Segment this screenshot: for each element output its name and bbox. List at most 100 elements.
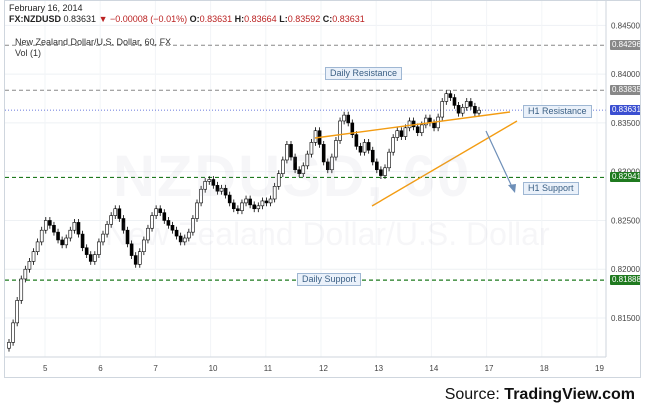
candle-body — [43, 220, 48, 231]
candle-body — [415, 126, 420, 133]
candle-body — [64, 237, 69, 246]
x-tick-label: 13 — [374, 364, 383, 373]
candle-body — [391, 137, 395, 153]
candle-body — [227, 194, 232, 204]
price-change: −0.00008 (−0.01%) — [110, 14, 188, 24]
candle-body — [142, 239, 146, 252]
candle-body — [93, 254, 97, 262]
source-brand: TradingView.com — [504, 386, 635, 403]
daily-resistance-label[interactable]: Daily Resistance — [325, 67, 403, 80]
volume-indicator-label[interactable]: Vol (1) — [15, 48, 42, 58]
upper-trendline[interactable] — [314, 111, 511, 139]
candle-body — [101, 233, 105, 243]
y-axis-ticks: 0.84500 0.84000 0.83500 0.83000 0.82500 0.820… — [611, 21, 640, 323]
candle-body — [264, 200, 269, 204]
candle-body — [407, 120, 412, 129]
candle-body — [76, 222, 81, 235]
x-tick-label: 12 — [319, 364, 328, 373]
candle-body — [162, 212, 167, 221]
candle-body — [117, 208, 122, 219]
candle-body — [460, 107, 465, 114]
candle-body — [305, 153, 310, 167]
candle-body — [354, 134, 359, 147]
price-chart[interactable]: 0.84500 0.84000 0.83500 0.83000 0.82500 0.820… — [5, 1, 641, 378]
candle-body — [170, 225, 175, 231]
candle-body — [137, 251, 142, 265]
candle-body — [272, 186, 277, 200]
y-tick-label: 0.83000 — [611, 168, 640, 177]
x-tick-label: 18 — [540, 364, 549, 373]
candle-body — [23, 268, 28, 280]
chart-area[interactable]: 0.84500 0.84000 0.83500 0.83000 0.82500 0.820… — [4, 0, 641, 378]
source-prefix: Source: — [444, 386, 505, 403]
candle-body — [31, 251, 36, 262]
daily-support-label[interactable]: Daily Support — [297, 273, 362, 286]
candle-body — [15, 300, 19, 324]
candle-body — [379, 169, 383, 176]
candle-body — [477, 109, 481, 114]
x-tick-label: 10 — [209, 364, 218, 373]
candle-body — [109, 215, 113, 225]
candle-body — [375, 161, 379, 171]
candle-body — [154, 208, 158, 216]
candle-body — [19, 278, 24, 301]
lower-trendline[interactable] — [371, 120, 518, 207]
candle-body — [39, 229, 44, 243]
candle-body — [191, 218, 195, 233]
candle-body — [223, 187, 228, 196]
candle-body — [313, 130, 318, 143]
candle-body — [456, 105, 461, 114]
candle-body — [370, 149, 375, 163]
candle-body — [207, 179, 212, 182]
candle-body — [105, 224, 109, 235]
candle-body — [424, 117, 428, 126]
price-tag-label: 0.83631 — [610, 105, 641, 116]
candle-body — [366, 142, 371, 151]
candle-body — [452, 97, 457, 106]
candle-body — [256, 205, 261, 210]
y-tick-label: 0.84000 — [611, 70, 640, 79]
forecast-arrow-line[interactable] — [485, 130, 514, 190]
y-tick-label: 0.82500 — [611, 216, 640, 225]
candle-body — [52, 225, 56, 233]
candle-body — [121, 218, 126, 231]
trendlines — [314, 111, 518, 207]
candle-body — [342, 114, 346, 122]
x-tick-label: 14 — [429, 364, 438, 373]
candlestick-series — [7, 90, 481, 352]
candle-body — [334, 140, 338, 158]
candle-body — [260, 200, 265, 207]
candle-body — [48, 220, 52, 226]
source-credit: Source: TradingView.com — [445, 386, 635, 404]
low-value: 0.83592 — [287, 14, 321, 24]
open-value: 0.83631 — [199, 14, 233, 24]
candle-body — [276, 173, 281, 187]
candle-body — [330, 156, 334, 171]
candle-body — [236, 208, 240, 211]
x-tick-label: 7 — [153, 364, 158, 373]
symbol-name[interactable]: FX:NZDUSD — [9, 14, 61, 24]
candle-body — [301, 165, 306, 174]
candle-body — [178, 235, 183, 243]
candle-body — [113, 208, 118, 216]
candle-body — [231, 202, 236, 210]
x-axis-ticks: 5 6 7 10 11 12 13 14 17 18 19 — [43, 364, 604, 373]
x-tick-label: 17 — [485, 364, 494, 373]
candle-body — [11, 322, 15, 343]
candle-body — [285, 144, 289, 161]
candle-body — [88, 254, 93, 262]
candle-body — [358, 146, 363, 153]
candle-body — [215, 185, 220, 192]
high-value: 0.83664 — [244, 14, 277, 24]
candle-body — [293, 156, 297, 171]
chart-subtitle: New Zealand Dollar/U.S. Dollar, 60, FX — [15, 37, 172, 47]
h1-resistance-label[interactable]: H1 Resistance — [523, 105, 592, 118]
candle-body — [72, 222, 77, 231]
h1-support-label[interactable]: H1 Support — [523, 182, 579, 195]
candle-body — [321, 144, 326, 163]
candle-body — [440, 101, 445, 118]
candle-body — [133, 255, 138, 265]
candle-body — [174, 229, 179, 237]
candle-body — [240, 202, 244, 211]
candle-body — [125, 229, 130, 245]
